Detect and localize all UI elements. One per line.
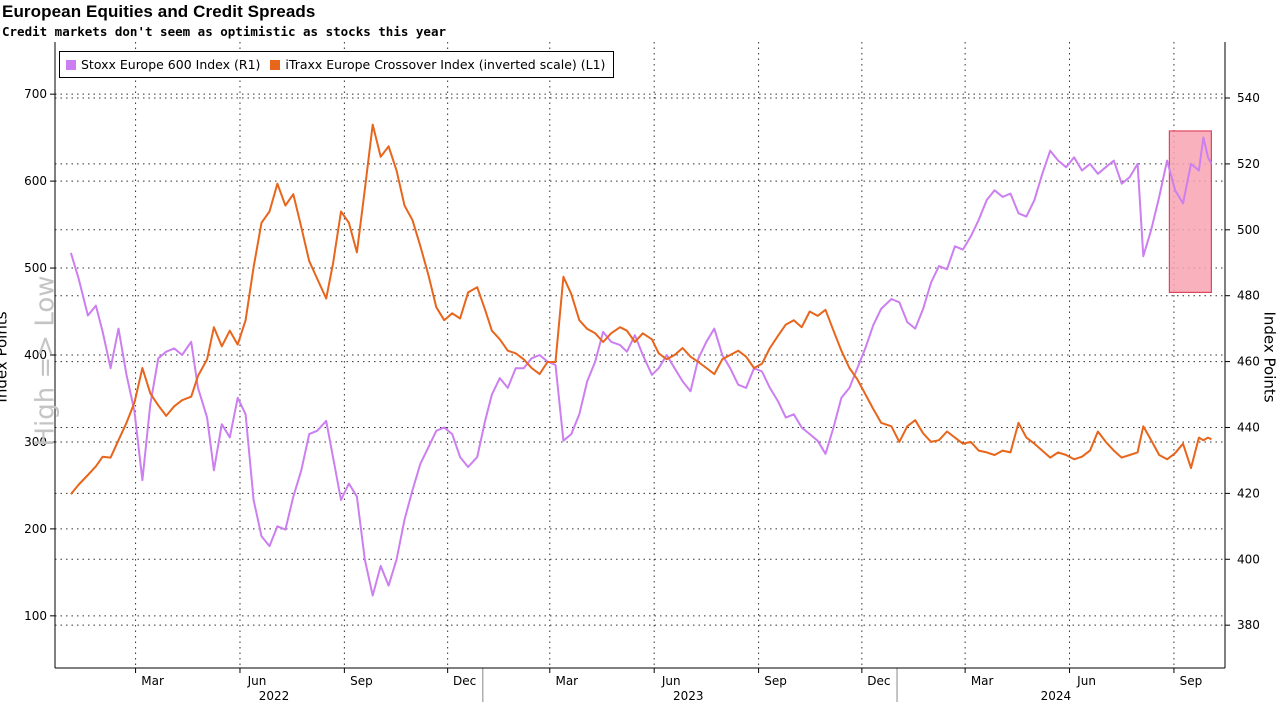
legend: Stoxx Europe 600 Index (R1) iTraxx Europ… bbox=[59, 51, 615, 78]
series-line-stoxx bbox=[69, 136, 1213, 597]
left-tick-label: 500 bbox=[24, 261, 47, 275]
x-year-label: 2024 bbox=[1041, 689, 1072, 703]
grid-lines bbox=[55, 42, 1225, 668]
series-line-itraxx bbox=[70, 123, 1212, 495]
x-month-label: Sep bbox=[764, 674, 787, 688]
highlight-box bbox=[1168, 130, 1212, 294]
left-tick-label: 600 bbox=[24, 174, 47, 188]
legend-label-itraxx: iTraxx Europe Crossover Index (inverted … bbox=[285, 57, 606, 72]
x-month-label: Jun bbox=[661, 674, 681, 688]
right-tick-label: 380 bbox=[1237, 618, 1260, 632]
left-tick-label: 100 bbox=[24, 609, 47, 623]
axes-group bbox=[50, 42, 1230, 702]
inverted-scale-watermark: High => Low bbox=[30, 275, 61, 447]
left-tick-label: 200 bbox=[24, 522, 47, 536]
series-group bbox=[69, 123, 1213, 597]
x-month-label: Mar bbox=[971, 674, 994, 688]
legend-item-itraxx: iTraxx Europe Crossover Index (inverted … bbox=[270, 57, 605, 72]
right-tick-label: 520 bbox=[1237, 157, 1260, 171]
legend-item-stoxx: Stoxx Europe 600 Index (R1) bbox=[66, 57, 260, 72]
x-month-label: Sep bbox=[1180, 674, 1203, 688]
left-axis-label: Index Points bbox=[0, 311, 11, 403]
x-month-label: Mar bbox=[141, 674, 164, 688]
right-tick-label: 400 bbox=[1237, 552, 1260, 566]
x-month-label: Sep bbox=[350, 674, 373, 688]
right-tick-label: 460 bbox=[1237, 355, 1260, 369]
x-year-label: 2022 bbox=[259, 689, 290, 703]
right-tick-label: 420 bbox=[1237, 486, 1260, 500]
legend-swatch-itraxx bbox=[270, 59, 281, 70]
right-tick-label: 440 bbox=[1237, 420, 1260, 434]
right-tick-label: 500 bbox=[1237, 223, 1260, 237]
chart-title: European Equities and Credit Spreads bbox=[2, 2, 316, 21]
x-month-label: Jun bbox=[1076, 674, 1096, 688]
right-tick-label: 540 bbox=[1237, 91, 1260, 105]
x-month-label: Dec bbox=[453, 674, 476, 688]
x-month-label: Mar bbox=[555, 674, 578, 688]
legend-label-stoxx: Stoxx Europe 600 Index (R1) bbox=[81, 57, 261, 72]
left-tick-label: 700 bbox=[24, 87, 47, 101]
x-month-label: Dec bbox=[867, 674, 890, 688]
x-year-label: 2023 bbox=[673, 689, 704, 703]
right-axis-label: Index Points bbox=[1260, 311, 1279, 403]
left-tick-label: 400 bbox=[24, 348, 47, 362]
legend-swatch-stoxx bbox=[66, 59, 76, 70]
x-month-label: Jun bbox=[247, 674, 267, 688]
tick-labels: 100 200 300 400 500 600 700 380 400 420 440 460 480 5… bbox=[24, 87, 1260, 703]
right-tick-label: 480 bbox=[1237, 289, 1260, 303]
chart-subtitle: Credit markets don't seem as optimistic … bbox=[2, 24, 447, 39]
left-tick-label: 300 bbox=[24, 435, 47, 449]
